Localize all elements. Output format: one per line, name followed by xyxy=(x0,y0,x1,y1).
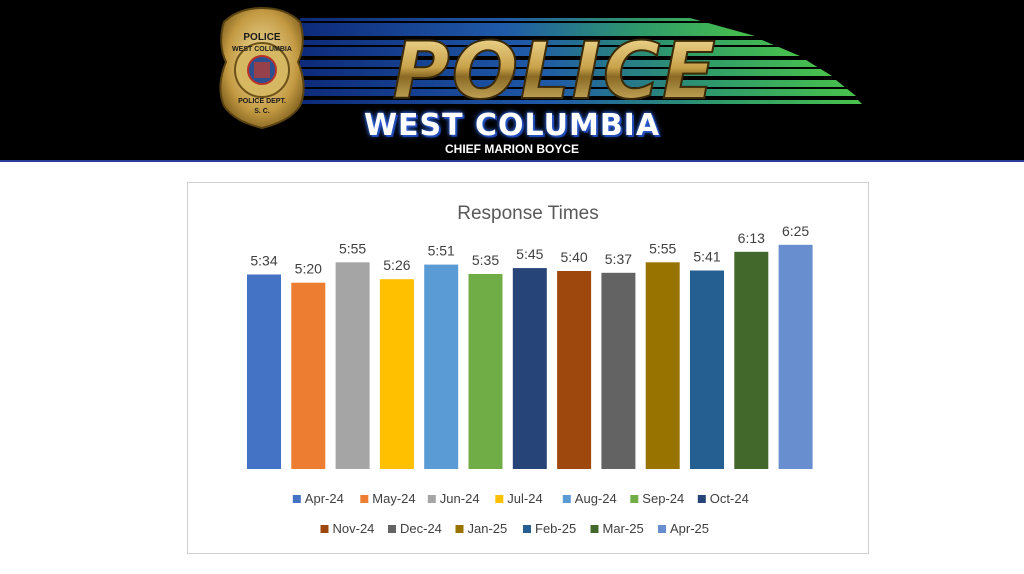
badge-dept-text: POLICE DEPT. xyxy=(238,98,286,105)
legend-label: May-24 xyxy=(372,491,415,506)
data-label: 5:51 xyxy=(428,243,455,259)
data-label: 6:13 xyxy=(738,230,765,246)
bars-layer xyxy=(247,244,813,469)
legend-item-sep-24: Sep-24 xyxy=(630,491,684,506)
data-label: 5:55 xyxy=(649,240,676,256)
bar-apr-25 xyxy=(778,244,813,469)
legend-item-apr-24: Apr-24 xyxy=(292,491,344,506)
legend-label: Jul-24 xyxy=(507,491,542,506)
legend-swatch xyxy=(562,495,571,503)
bar-feb-25 xyxy=(690,270,724,469)
data-label: 5:41 xyxy=(693,249,720,265)
badge-top-text: POLICE xyxy=(243,32,281,43)
legend-label: Apr-25 xyxy=(670,521,709,536)
legend-item-oct-24: Oct-24 xyxy=(697,491,749,506)
legend-label: Apr-24 xyxy=(305,491,344,506)
legend-item-mar-25: Mar-25 xyxy=(590,521,644,536)
data-labels-layer: 5:34 5:20 5:55 5:26 5:51 5:35 5:45 5:40 5:37 5:55… xyxy=(250,223,809,277)
legend-label: Sep-24 xyxy=(642,491,684,506)
legend-item-nov-24: Nov-24 xyxy=(320,521,375,536)
bar-jan-25 xyxy=(645,262,680,469)
data-label: 5:26 xyxy=(383,257,410,273)
legend-label: Dec-24 xyxy=(400,521,442,536)
data-label: 5:55 xyxy=(339,240,366,256)
bar-oct-24 xyxy=(512,268,547,469)
data-label: 5:20 xyxy=(295,261,322,277)
bar-jul-24 xyxy=(379,279,414,469)
bar-mar-25 xyxy=(734,251,769,469)
legend-item-dec-24: Dec-24 xyxy=(388,521,442,536)
legend-label: Oct-24 xyxy=(710,491,749,506)
bar-dec-24 xyxy=(601,272,636,469)
legend-item-jun-24: Jun-24 xyxy=(427,491,480,506)
chart-panel: Response Times 5:34 5:20 5:55 5:26 5:51 5:35 5… xyxy=(187,182,869,554)
header-graphic: POLICE WEST COLUMBIA POLICE DEPT. S. C. … xyxy=(219,6,862,130)
legend-swatch xyxy=(658,525,666,533)
legend-swatch xyxy=(495,495,504,503)
data-label: 5:45 xyxy=(516,246,543,262)
bar-nov-24 xyxy=(557,271,592,469)
legend-swatch xyxy=(455,525,464,533)
legend-swatch xyxy=(360,495,369,503)
data-label: 6:25 xyxy=(782,223,809,239)
header-banner: POLICE WEST COLUMBIA POLICE DEPT. S. C. … xyxy=(0,0,1024,162)
bar-aug-24 xyxy=(424,264,459,469)
legend-swatch xyxy=(590,525,599,533)
legend-swatch xyxy=(697,495,706,503)
legend-label: Jan-25 xyxy=(468,521,508,536)
data-label: 5:37 xyxy=(605,251,632,267)
legend-label: Feb-25 xyxy=(535,521,576,536)
data-label: 5:40 xyxy=(560,249,587,265)
speed-stripes xyxy=(280,18,862,104)
bar-chart: 5:34 5:20 5:55 5:26 5:51 5:35 5:45 5:40 5:37 5:55… xyxy=(247,223,813,536)
legend-item-jan-25: Jan-25 xyxy=(455,521,508,536)
legend-swatch xyxy=(630,495,639,503)
bar-jun-24 xyxy=(335,262,370,469)
badge-state-text: S. C. xyxy=(254,108,270,115)
legend-swatch xyxy=(523,525,531,533)
legend-item-feb-25: Feb-25 xyxy=(523,521,576,536)
legend-item-apr-25: Apr-25 xyxy=(658,521,709,536)
police-badge-icon: POLICE WEST COLUMBIA POLICE DEPT. S. C. xyxy=(219,6,305,130)
legend-item-may-24: May-24 xyxy=(360,491,416,506)
badge-city-text: WEST COLUMBIA xyxy=(232,46,292,53)
legend-label: Aug-24 xyxy=(575,491,617,506)
legend: Apr-24 May-24 Jun-24 Jul-24 Aug-24 Sep-24 Oct-… xyxy=(292,491,749,536)
legend-swatch xyxy=(427,495,436,503)
chart-title: Response Times xyxy=(457,203,599,224)
data-label: 5:35 xyxy=(472,252,499,268)
police-wordmark: POLICE xyxy=(393,27,718,117)
legend-swatch xyxy=(388,525,396,533)
bar-apr-24 xyxy=(247,274,281,469)
legend-item-jul-24: Jul-24 xyxy=(495,491,543,506)
legend-label: Nov-24 xyxy=(333,521,375,536)
legend-label: Mar-25 xyxy=(603,521,644,536)
legend-swatch xyxy=(320,525,329,533)
legend-item-aug-24: Aug-24 xyxy=(562,491,617,506)
department-name: WEST COLUMBIA xyxy=(363,108,661,143)
legend-swatch xyxy=(292,495,301,503)
data-label: 5:34 xyxy=(250,253,277,269)
chief-name: CHIEF MARION BOYCE xyxy=(444,142,579,156)
bar-sep-24 xyxy=(468,274,503,469)
bar-may-24 xyxy=(291,282,326,469)
legend-label: Jun-24 xyxy=(440,491,480,506)
